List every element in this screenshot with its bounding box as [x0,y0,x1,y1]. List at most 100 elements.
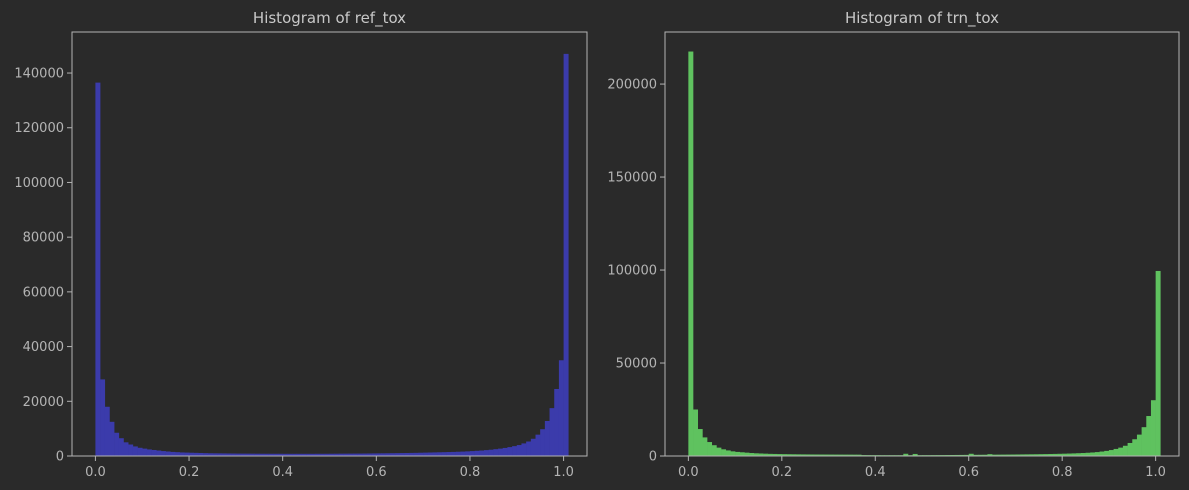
histogram-bar [381,453,386,456]
histogram-bar [1132,439,1138,456]
histogram-panel-2: 0.0 0.2 0.4 0.6 0.8 1.0 0 50000 100000 150000 2000… [607,9,1180,480]
histogram-bar [1010,454,1016,456]
histogram-bar [549,408,555,456]
histogram-bar [409,452,415,456]
histogram-bar [315,453,321,456]
histogram-bar [707,442,713,456]
plot-frame [71,31,588,457]
histogram-bar [959,454,965,456]
histogram-bar [1062,453,1068,456]
histogram-bar [235,453,241,456]
histogram-bar [395,453,401,456]
histogram-bar [1076,453,1082,456]
histogram-bar [465,451,471,456]
histogram-bar [432,452,438,456]
histogram-bar [716,447,722,456]
histogram-bar [978,454,984,456]
histogram-bar [137,447,143,456]
histogram-bar [1113,448,1119,456]
histogram-bar [1094,452,1100,456]
histogram-bar [221,453,227,456]
histogram-bar [310,453,316,456]
y-tick-label: 60000 [23,285,64,300]
histogram-bar [1024,454,1030,456]
histogram-bar [263,453,269,456]
histogram-bar [128,444,134,456]
histogram-bar [95,82,101,457]
histogram-bar [526,441,532,456]
y-tick-label: 50000 [616,357,657,372]
histogram-bar [992,454,998,456]
histogram-bar [1122,445,1128,456]
histogram-bar [702,437,708,456]
histogram-bar [142,448,148,456]
histogram-bar [502,447,508,456]
histogram-bar [437,452,443,456]
histogram-bar [800,454,806,456]
histogram-bar [385,453,391,456]
histogram-bar [371,453,377,456]
histogram-bar [282,453,288,456]
histogram-bar [376,453,382,456]
histogram-bar [847,454,853,456]
y-tick-label: 40000 [23,340,64,355]
y-tick-label: 200000 [607,78,657,93]
histogram-bar [730,451,736,456]
histogram-bar [809,454,815,456]
histogram-bar [1020,454,1026,456]
histogram-bar [352,453,358,456]
histogram-bar [968,453,974,456]
x-tick-label: 0.4 [272,465,293,480]
histogram-bar [1048,453,1054,456]
histogram-bar [189,452,195,456]
x-tick-label: 0.2 [179,465,200,480]
histogram-bar [739,452,745,456]
histogram-bar [423,452,429,456]
histogram-bar [259,453,265,456]
x-tick-label: 0.8 [460,465,481,480]
histogram-bar [413,452,419,456]
histogram-bar [329,453,335,456]
histogram-bar [441,452,447,456]
y-tick-label: 150000 [607,171,657,186]
histogram-bar [240,453,246,456]
histogram-bar [366,453,372,456]
histogram-bar [151,449,157,456]
histogram-bar [767,453,773,456]
histogram-bar [198,452,204,456]
histogram-bar [1108,450,1114,456]
histogram-bar [693,409,699,456]
histogram-bar [721,449,727,456]
histogram-bar [856,454,862,456]
histogram-bar [544,420,550,456]
histogram-bar [1136,434,1142,456]
histogram-bar [535,434,541,456]
histogram-bar [507,447,513,456]
histogram-bar [903,453,909,456]
x-tick-label: 0.6 [366,465,387,480]
histogram-bar [1071,453,1077,456]
histogram-bar [1090,452,1096,456]
histogram-bar [851,454,857,456]
histogram-bar [973,454,979,456]
histogram-bar [982,454,988,456]
histogram-bar [109,421,115,456]
histogram-bar [791,454,797,456]
histogram-bar [1080,453,1086,456]
histogram-bar [287,453,293,456]
histogram-bar [278,453,283,456]
y-tick-label: 0 [649,450,657,465]
histogram-bar [390,453,396,456]
histogram-bar [455,451,461,456]
histogram-bar [160,451,166,456]
histogram-bar [1034,454,1040,456]
histogram-bar [1052,453,1058,456]
histogram-bar [819,454,825,456]
histogram-bar [735,451,741,456]
histogram-bar [170,451,176,456]
histogram-bar [320,453,326,456]
histogram-bar [254,453,260,456]
histogram-bar [842,454,848,456]
histogram-bar [540,429,546,456]
histogram-bar [362,453,368,456]
